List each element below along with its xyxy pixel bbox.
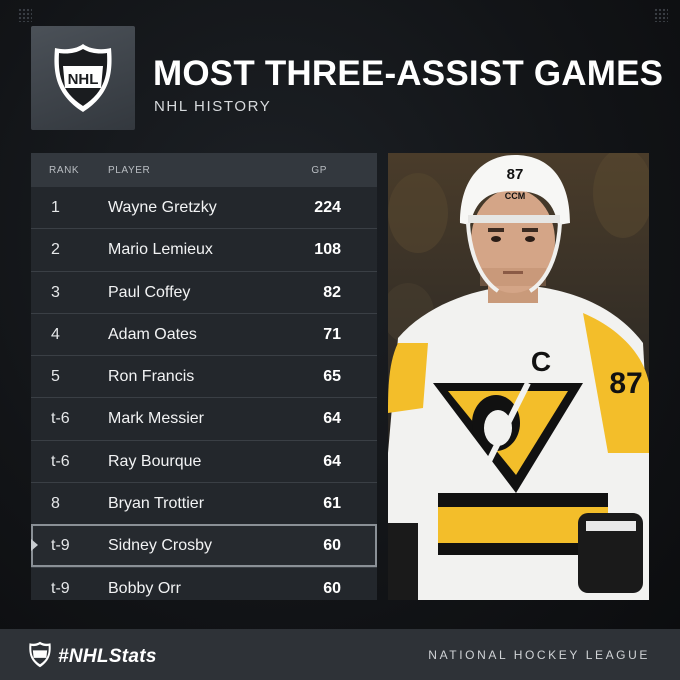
rank-cell: 3 — [51, 283, 60, 301]
table-header: RANK PLAYER GP — [31, 153, 377, 187]
player-cell: Sidney Crosby — [108, 537, 213, 555]
rank-cell: t-6 — [51, 452, 70, 470]
gp-cell: 224 — [314, 199, 341, 216]
table-row: t-9 Sidney Crosby 60 — [31, 524, 377, 567]
svg-text:NHL: NHL — [68, 71, 99, 88]
table-row: 8 Bryan Trottier 61 — [31, 482, 377, 524]
player-cell: Paul Coffey — [108, 283, 191, 301]
table-row: t-6 Mark Messier 64 — [31, 397, 377, 439]
page-title: MOST THREE-ASSIST GAMES — [153, 54, 664, 93]
leaderboard-table: RANK PLAYER GP 1 Wayne Gretzky 224 2 Mario L… — [31, 153, 377, 600]
table-row: t-6 Ray Bourque 64 — [31, 439, 377, 482]
footer-bar: #NHLStats NATIONAL HOCKEY LEAGUE — [0, 629, 680, 680]
rank-cell: 1 — [51, 199, 60, 216]
nhl-logo-box: NHL — [31, 26, 135, 130]
table-row: t-9 Bobby Orr 60 — [31, 566, 377, 609]
player-cell: Bobby Orr — [108, 579, 181, 597]
nhl-shield-icon: NHL — [54, 44, 112, 112]
rank-cell: 8 — [51, 495, 60, 513]
gp-cell: 60 — [323, 579, 341, 597]
player-illustration: 87 C 87 CCM — [388, 153, 649, 600]
rank-cell: t-9 — [51, 579, 70, 597]
column-header-player: PLAYER — [108, 165, 151, 176]
svg-text:C: C — [531, 346, 551, 377]
rank-cell: t-9 — [51, 537, 70, 555]
corner-dots-left — [18, 8, 32, 22]
table-row: 2 Mario Lemieux 108 — [31, 228, 377, 270]
player-photo: 87 C 87 CCM — [388, 153, 649, 600]
table-row: 4 Adam Oates 71 — [31, 312, 377, 355]
column-header-rank: RANK — [49, 165, 80, 176]
gp-cell: 71 — [323, 325, 341, 343]
gp-cell: 82 — [323, 283, 341, 301]
rank-cell: 5 — [51, 368, 60, 386]
player-cell: Mark Messier — [108, 410, 205, 428]
player-cell: Bryan Trottier — [108, 495, 205, 513]
gp-cell: 108 — [314, 241, 341, 259]
footer-league-name: NATIONAL HOCKEY LEAGUE — [428, 648, 650, 662]
player-cell: Wayne Gretzky — [108, 199, 217, 216]
gp-cell: 64 — [323, 452, 341, 470]
player-cell: Adam Oates — [108, 325, 197, 343]
svg-text:87: 87 — [507, 166, 524, 183]
gp-cell: 61 — [323, 495, 341, 513]
page-subtitle: NHL HISTORY — [154, 98, 272, 115]
svg-text:87: 87 — [609, 367, 642, 400]
corner-dots-right — [654, 8, 668, 22]
gp-cell: 64 — [323, 410, 341, 428]
rank-cell: 2 — [51, 241, 60, 259]
highlight-arrow-icon — [31, 539, 38, 552]
table-row: 1 Wayne Gretzky 224 — [31, 187, 377, 228]
rank-cell: t-6 — [51, 410, 70, 428]
table-row: 3 Paul Coffey 82 — [31, 270, 377, 313]
rank-cell: 4 — [51, 325, 60, 343]
player-cell: Mario Lemieux — [108, 241, 213, 259]
nhl-footer-logo-icon — [29, 641, 51, 668]
player-cell: Ron Francis — [108, 368, 195, 386]
column-header-gp: GP — [311, 165, 327, 176]
svg-text:CCM: CCM — [505, 191, 526, 201]
gp-cell: 65 — [323, 368, 341, 386]
player-cell: Ray Bourque — [108, 452, 202, 470]
gp-cell: 60 — [323, 537, 341, 555]
footer-hashtag: #NHLStats — [58, 646, 157, 667]
table-row: 5 Ron Francis 65 — [31, 355, 377, 397]
table-body: 1 Wayne Gretzky 224 2 Mario Lemieux 108 3 Paul … — [31, 187, 377, 609]
